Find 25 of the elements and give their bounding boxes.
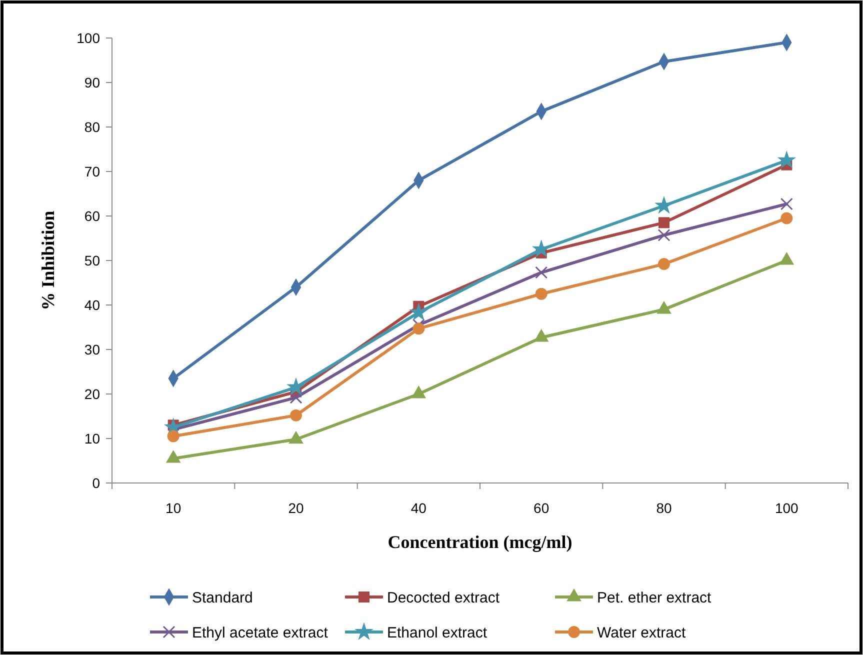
y-tick-label: 30 (84, 341, 100, 358)
x-tick-label: 80 (656, 500, 672, 516)
y-axis-title: % Inhibition (38, 210, 58, 310)
x-tick-label: 10 (166, 500, 182, 516)
y-tick-label: 90 (84, 74, 100, 90)
y-tick-label: 50 (84, 252, 100, 268)
y-tick-label: 100 (76, 30, 100, 46)
legend-label: Decocted extract (387, 589, 500, 606)
legend-label: Ethanol extract (387, 624, 488, 642)
x-tick-label: 100 (774, 500, 799, 516)
y-tick-label: 0 (92, 474, 100, 491)
x-tick-label: 60 (534, 500, 550, 516)
y-tick-label: 40 (84, 296, 100, 313)
y-tick-label: 10 (84, 430, 100, 446)
y-tick-label: 70 (84, 163, 100, 180)
legend-label: Standard (192, 589, 253, 606)
x-tick-label: 20 (288, 500, 304, 516)
legend-label: Water extract (597, 624, 686, 642)
x-tick-label: 40 (410, 500, 427, 516)
legend-label: Pet. ether extract (597, 589, 712, 606)
x-axis-title: Concentration (mcg/ml) (388, 532, 572, 552)
y-tick-label: 80 (84, 118, 100, 135)
y-tick-label: 60 (84, 208, 100, 224)
y-tick-label: 20 (84, 386, 100, 402)
legend-label: Ethyl acetate extract (192, 624, 329, 642)
